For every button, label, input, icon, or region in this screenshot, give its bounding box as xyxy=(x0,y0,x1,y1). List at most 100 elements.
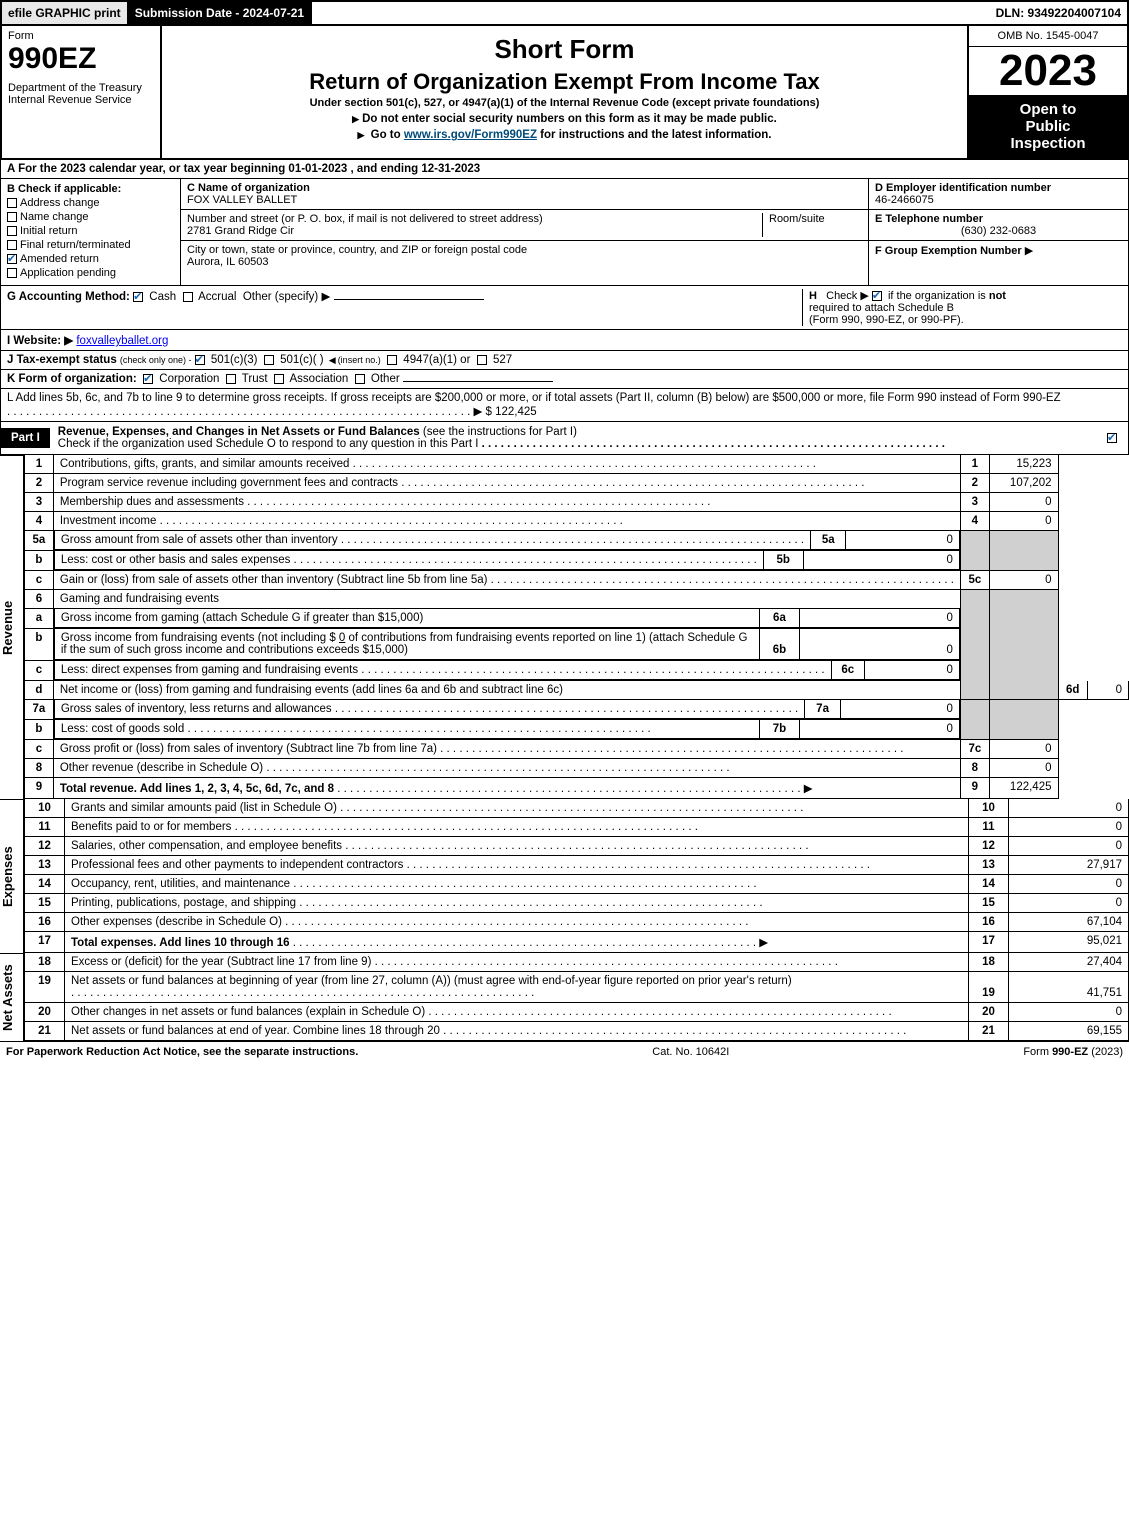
r6d-amt: 0 xyxy=(1087,681,1128,700)
chk-name-change[interactable]: Name change xyxy=(7,211,174,223)
h-not: not xyxy=(989,290,1006,302)
g-label: G Accounting Method: xyxy=(7,291,130,303)
d-label: D Employer identification number xyxy=(875,182,1051,194)
efile-print-button[interactable]: efile GRAPHIC print xyxy=(2,2,129,24)
b-title: B Check if applicable: xyxy=(7,183,174,195)
r6c-desc: Less: direct expenses from gaming and fu… xyxy=(61,664,358,676)
col-b: B Check if applicable: Address change Na… xyxy=(1,179,181,285)
h-check-text: Check ▶ xyxy=(826,290,869,302)
street-value: 2781 Grand Ridge Cir xyxy=(187,225,294,237)
r18-amt: 27,404 xyxy=(1009,953,1129,972)
r1-amt: 15,223 xyxy=(989,455,1058,474)
r17-desc: Total expenses. Add lines 10 through 16 xyxy=(71,937,290,949)
open-inspection: Open to Public Inspection xyxy=(969,95,1127,158)
chk-trust[interactable] xyxy=(226,374,236,384)
r9-desc: Total revenue. Add lines 1, 2, 3, 4, 5c,… xyxy=(60,783,334,795)
k-label: K Form of organization: xyxy=(7,373,137,385)
chk-cash[interactable] xyxy=(133,292,143,302)
j-o1: 501(c)(3) xyxy=(211,354,258,366)
form-word: Form xyxy=(8,30,154,42)
chk-527[interactable] xyxy=(477,355,487,365)
instruction-goto: Go to www.irs.gov/Form990EZ for instruct… xyxy=(172,129,957,141)
header-right: OMB No. 1545-0047 2023 Open to Public In… xyxy=(967,26,1127,158)
r8-amt: 0 xyxy=(989,759,1058,778)
expenses-sidebar: Expenses xyxy=(0,799,24,953)
table-row: 2Program service revenue including gover… xyxy=(25,474,1129,493)
page-footer: For Paperwork Reduction Act Notice, see … xyxy=(0,1041,1129,1062)
chk-accrual[interactable] xyxy=(183,292,193,302)
open-line1: Open to xyxy=(973,101,1123,118)
j-label: J Tax-exempt status xyxy=(7,354,117,366)
line-j: J Tax-exempt status (check only one) - 5… xyxy=(0,351,1129,370)
part-i-check-text: Check if the organization used Schedule … xyxy=(58,438,479,450)
city-label: City or town, state or province, country… xyxy=(187,244,527,256)
open-line3: Inspection xyxy=(973,135,1123,152)
omb-number: OMB No. 1545-0047 xyxy=(969,26,1127,47)
chk-final-return[interactable]: Final return/terminated xyxy=(7,239,174,251)
r6c-amt: 0 xyxy=(865,661,960,680)
r19-amt: 41,751 xyxy=(1009,972,1129,1003)
chk-501c[interactable] xyxy=(264,355,274,365)
form-header: Form 990EZ Department of the Treasury In… xyxy=(0,26,1129,160)
title-return: Return of Organization Exempt From Incom… xyxy=(172,69,957,95)
r20-amt: 0 xyxy=(1009,1003,1129,1022)
r10-desc: Grants and similar amounts paid (list in… xyxy=(71,802,337,814)
r2-desc: Program service revenue including govern… xyxy=(60,477,398,489)
r20-desc: Other changes in net assets or fund bala… xyxy=(71,1006,425,1018)
chk-501c3[interactable] xyxy=(195,355,205,365)
irs-label: Internal Revenue Service xyxy=(8,94,154,106)
chk-4947[interactable] xyxy=(387,355,397,365)
r12-desc: Salaries, other compensation, and employ… xyxy=(71,840,342,852)
r15-desc: Printing, publications, postage, and shi… xyxy=(71,897,296,909)
table-row: 20Other changes in net assets or fund ba… xyxy=(25,1003,1129,1022)
footer-left: For Paperwork Reduction Act Notice, see … xyxy=(6,1046,358,1058)
k-o1: Corporation xyxy=(159,373,219,385)
part-i-title: Revenue, Expenses, and Changes in Net As… xyxy=(58,426,420,438)
header-center: Short Form Return of Organization Exempt… xyxy=(162,26,967,158)
i-label: I Website: ▶ xyxy=(7,335,73,347)
r7c-desc: Gross profit or (loss) from sales of inv… xyxy=(60,743,437,755)
chk-initial-return[interactable]: Initial return xyxy=(7,225,174,237)
chk-amended-return[interactable]: Amended return xyxy=(7,253,174,265)
dln-number: DLN: 93492204007104 xyxy=(990,2,1127,24)
r3-desc: Membership dues and assessments xyxy=(60,496,244,508)
netassets-section: Net Assets 18Excess or (deficit) for the… xyxy=(0,953,1129,1041)
r21-amt: 69,155 xyxy=(1009,1022,1129,1041)
r4-desc: Investment income xyxy=(60,515,157,527)
revenue-sidebar: Revenue xyxy=(0,455,24,799)
table-row: 1Contributions, gifts, grants, and simil… xyxy=(25,455,1129,474)
instruction-ssn: Do not enter social security numbers on … xyxy=(172,113,957,125)
table-row: 14Occupancy, rent, utilities, and mainte… xyxy=(25,875,1129,894)
table-row: 15Printing, publications, postage, and s… xyxy=(25,894,1129,913)
website-link[interactable]: foxvalleyballet.org xyxy=(76,335,168,347)
k-o2: Trust xyxy=(242,373,268,385)
chk-corporation[interactable] xyxy=(143,374,153,384)
r5a-desc: Gross amount from sale of assets other t… xyxy=(61,534,338,546)
k-o4: Other xyxy=(371,373,400,385)
r7a-amt: 0 xyxy=(841,700,960,719)
line-gh: G Accounting Method: Cash Accrual Other … xyxy=(0,286,1129,330)
dept-treasury: Department of the Treasury xyxy=(8,82,154,94)
chk-application-pending[interactable]: Application pending xyxy=(7,267,174,279)
r21-desc: Net assets or fund balances at end of ye… xyxy=(71,1025,440,1037)
chk-other-org[interactable] xyxy=(355,374,365,384)
irs-link[interactable]: www.irs.gov/Form990EZ xyxy=(404,129,537,141)
chk-h[interactable] xyxy=(872,291,882,301)
open-line2: Public xyxy=(973,118,1123,135)
l-amount: $ 122,425 xyxy=(486,406,537,418)
c-name-label: C Name of organization xyxy=(187,182,310,194)
street-label: Number and street (or P. O. box, if mail… xyxy=(187,213,543,225)
r5a-amt: 0 xyxy=(846,531,960,550)
city-value: Aurora, IL 60503 xyxy=(187,256,269,268)
r5c-desc: Gain or (loss) from sale of assets other… xyxy=(60,574,488,586)
l-text: L Add lines 5b, 6c, and 7b to line 9 to … xyxy=(7,392,1061,404)
chk-schedule-o[interactable] xyxy=(1107,433,1117,443)
j-o3: 4947(a)(1) or xyxy=(403,354,470,366)
r7b-amt: 0 xyxy=(799,720,959,739)
chk-address-change[interactable]: Address change xyxy=(7,197,174,209)
chk-association[interactable] xyxy=(274,374,284,384)
part-i-subtitle: (see the instructions for Part I) xyxy=(423,426,577,438)
h-label: H xyxy=(809,290,817,302)
r9-amt: 122,425 xyxy=(989,778,1058,799)
col-def: D Employer identification number 46-2466… xyxy=(868,179,1128,285)
